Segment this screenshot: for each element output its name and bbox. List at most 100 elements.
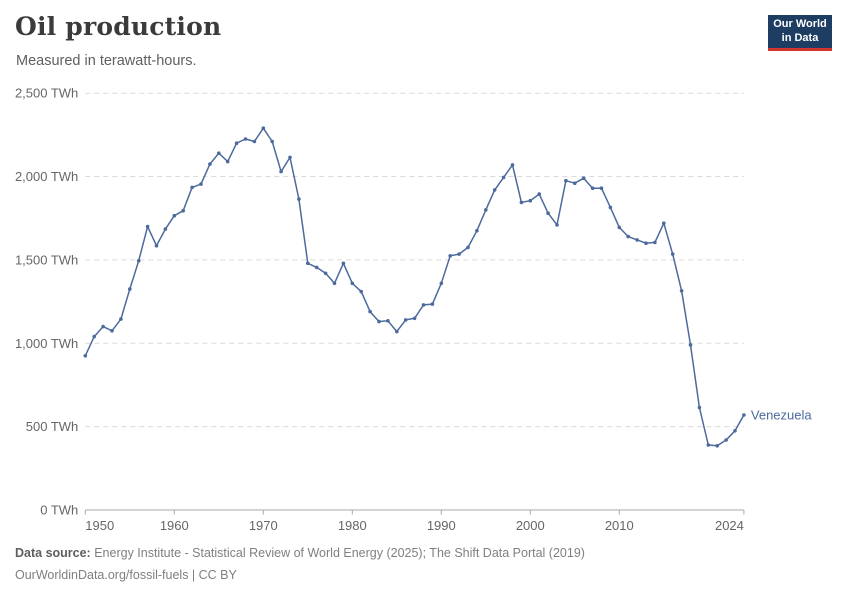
- data-source-text: Energy Institute - Statistical Review of…: [90, 546, 585, 560]
- data-point[interactable]: [403, 318, 408, 322]
- data-point[interactable]: [484, 208, 488, 212]
- data-point[interactable]: [332, 281, 337, 286]
- data-point[interactable]: [252, 139, 257, 144]
- data-point[interactable]: [670, 252, 675, 256]
- data-point[interactable]: [421, 303, 426, 307]
- data-point[interactable]: [501, 175, 506, 180]
- data-point[interactable]: [573, 181, 577, 185]
- data-point[interactable]: [537, 192, 541, 196]
- data-point[interactable]: [492, 188, 497, 192]
- y-tick-label: 2,000 TWh: [15, 169, 78, 184]
- data-point[interactable]: [306, 261, 310, 266]
- data-point[interactable]: [653, 240, 657, 245]
- owid-logo-line1: Our World: [773, 17, 827, 30]
- data-point[interactable]: [395, 329, 399, 334]
- data-point[interactable]: [110, 329, 114, 333]
- data-point[interactable]: [555, 223, 559, 227]
- x-tick-label: 1950: [85, 518, 114, 533]
- data-point[interactable]: [270, 139, 275, 144]
- data-point[interactable]: [288, 155, 292, 160]
- owid-logo[interactable]: Our World in Data: [768, 15, 832, 51]
- data-point[interactable]: [350, 281, 355, 286]
- data-source-line: Data source: Energy Institute - Statisti…: [15, 546, 585, 560]
- data-point[interactable]: [644, 241, 648, 245]
- x-tick-label: 1990: [427, 518, 456, 533]
- y-tick-label: 1,500 TWh: [15, 252, 78, 267]
- x-tick-label: 2000: [516, 518, 545, 533]
- data-point[interactable]: [101, 324, 105, 329]
- data-point[interactable]: [608, 205, 613, 210]
- data-point[interactable]: [136, 259, 141, 263]
- data-point[interactable]: [724, 438, 728, 442]
- data-point[interactable]: [314, 265, 319, 270]
- x-tick-label: 1970: [249, 518, 278, 533]
- x-tick-label: 1960: [160, 518, 189, 533]
- data-point[interactable]: [475, 228, 479, 233]
- data-point[interactable]: [590, 186, 595, 190]
- data-point[interactable]: [341, 261, 346, 266]
- data-point[interactable]: [466, 245, 470, 250]
- license-line[interactable]: OurWorldinData.org/fossil-fuels | CC BY: [15, 568, 237, 582]
- data-point[interactable]: [581, 176, 586, 180]
- data-point[interactable]: [528, 198, 533, 203]
- data-point[interactable]: [617, 225, 622, 230]
- data-point[interactable]: [243, 137, 248, 141]
- data-point[interactable]: [128, 287, 132, 291]
- series-line-venezuela[interactable]: [84, 127, 745, 447]
- data-point[interactable]: [359, 289, 364, 294]
- data-point[interactable]: [225, 159, 230, 164]
- data-point[interactable]: [199, 182, 203, 186]
- data-point[interactable]: [697, 405, 702, 410]
- data-point[interactable]: [119, 317, 123, 321]
- data-point[interactable]: [510, 163, 515, 167]
- data-point[interactable]: [733, 429, 737, 433]
- data-point[interactable]: [742, 413, 746, 417]
- data-point[interactable]: [154, 243, 159, 248]
- data-point[interactable]: [234, 141, 239, 145]
- series-label-venezuela[interactable]: Venezuela: [751, 407, 812, 422]
- y-tick-label: 2,500 TWh: [15, 86, 78, 101]
- data-point[interactable]: [297, 197, 301, 201]
- data-point[interactable]: [323, 271, 328, 276]
- data-point[interactable]: [679, 289, 684, 293]
- data-point[interactable]: [145, 224, 150, 229]
- data-point[interactable]: [190, 185, 194, 190]
- data-point[interactable]: [662, 221, 666, 225]
- data-point[interactable]: [261, 126, 266, 130]
- data-point[interactable]: [519, 200, 524, 205]
- data-point[interactable]: [83, 354, 88, 358]
- x-tick-label: 1980: [338, 518, 367, 533]
- data-point[interactable]: [546, 211, 550, 215]
- data-point[interactable]: [412, 316, 417, 321]
- x-tick-label: 2010: [605, 518, 634, 533]
- data-point[interactable]: [706, 443, 711, 447]
- data-point[interactable]: [457, 252, 461, 256]
- data-point[interactable]: [172, 213, 177, 218]
- data-point[interactable]: [635, 238, 639, 242]
- data-point[interactable]: [163, 227, 168, 231]
- y-tick-label: 500 TWh: [26, 419, 79, 434]
- data-point[interactable]: [430, 302, 435, 306]
- data-point[interactable]: [92, 334, 96, 339]
- x-tick-label: 2024: [715, 518, 744, 533]
- owid-logo-line2: in Data: [781, 31, 819, 44]
- data-point[interactable]: [599, 186, 604, 190]
- data-point[interactable]: [208, 162, 212, 166]
- data-point[interactable]: [715, 444, 719, 448]
- data-source-label: Data source:: [15, 546, 91, 560]
- page-title: Oil production: [15, 12, 222, 41]
- data-point[interactable]: [626, 234, 630, 239]
- data-point[interactable]: [279, 169, 283, 174]
- data-point[interactable]: [181, 208, 185, 213]
- y-tick-label: 0 TWh: [40, 503, 78, 518]
- data-point[interactable]: [217, 151, 221, 155]
- data-point[interactable]: [688, 343, 693, 347]
- data-point[interactable]: [386, 319, 390, 323]
- y-tick-label: 1,000 TWh: [15, 336, 78, 351]
- data-point[interactable]: [377, 319, 381, 324]
- data-point[interactable]: [448, 254, 453, 258]
- data-point[interactable]: [439, 281, 444, 286]
- data-point[interactable]: [564, 178, 568, 183]
- data-point[interactable]: [368, 309, 372, 314]
